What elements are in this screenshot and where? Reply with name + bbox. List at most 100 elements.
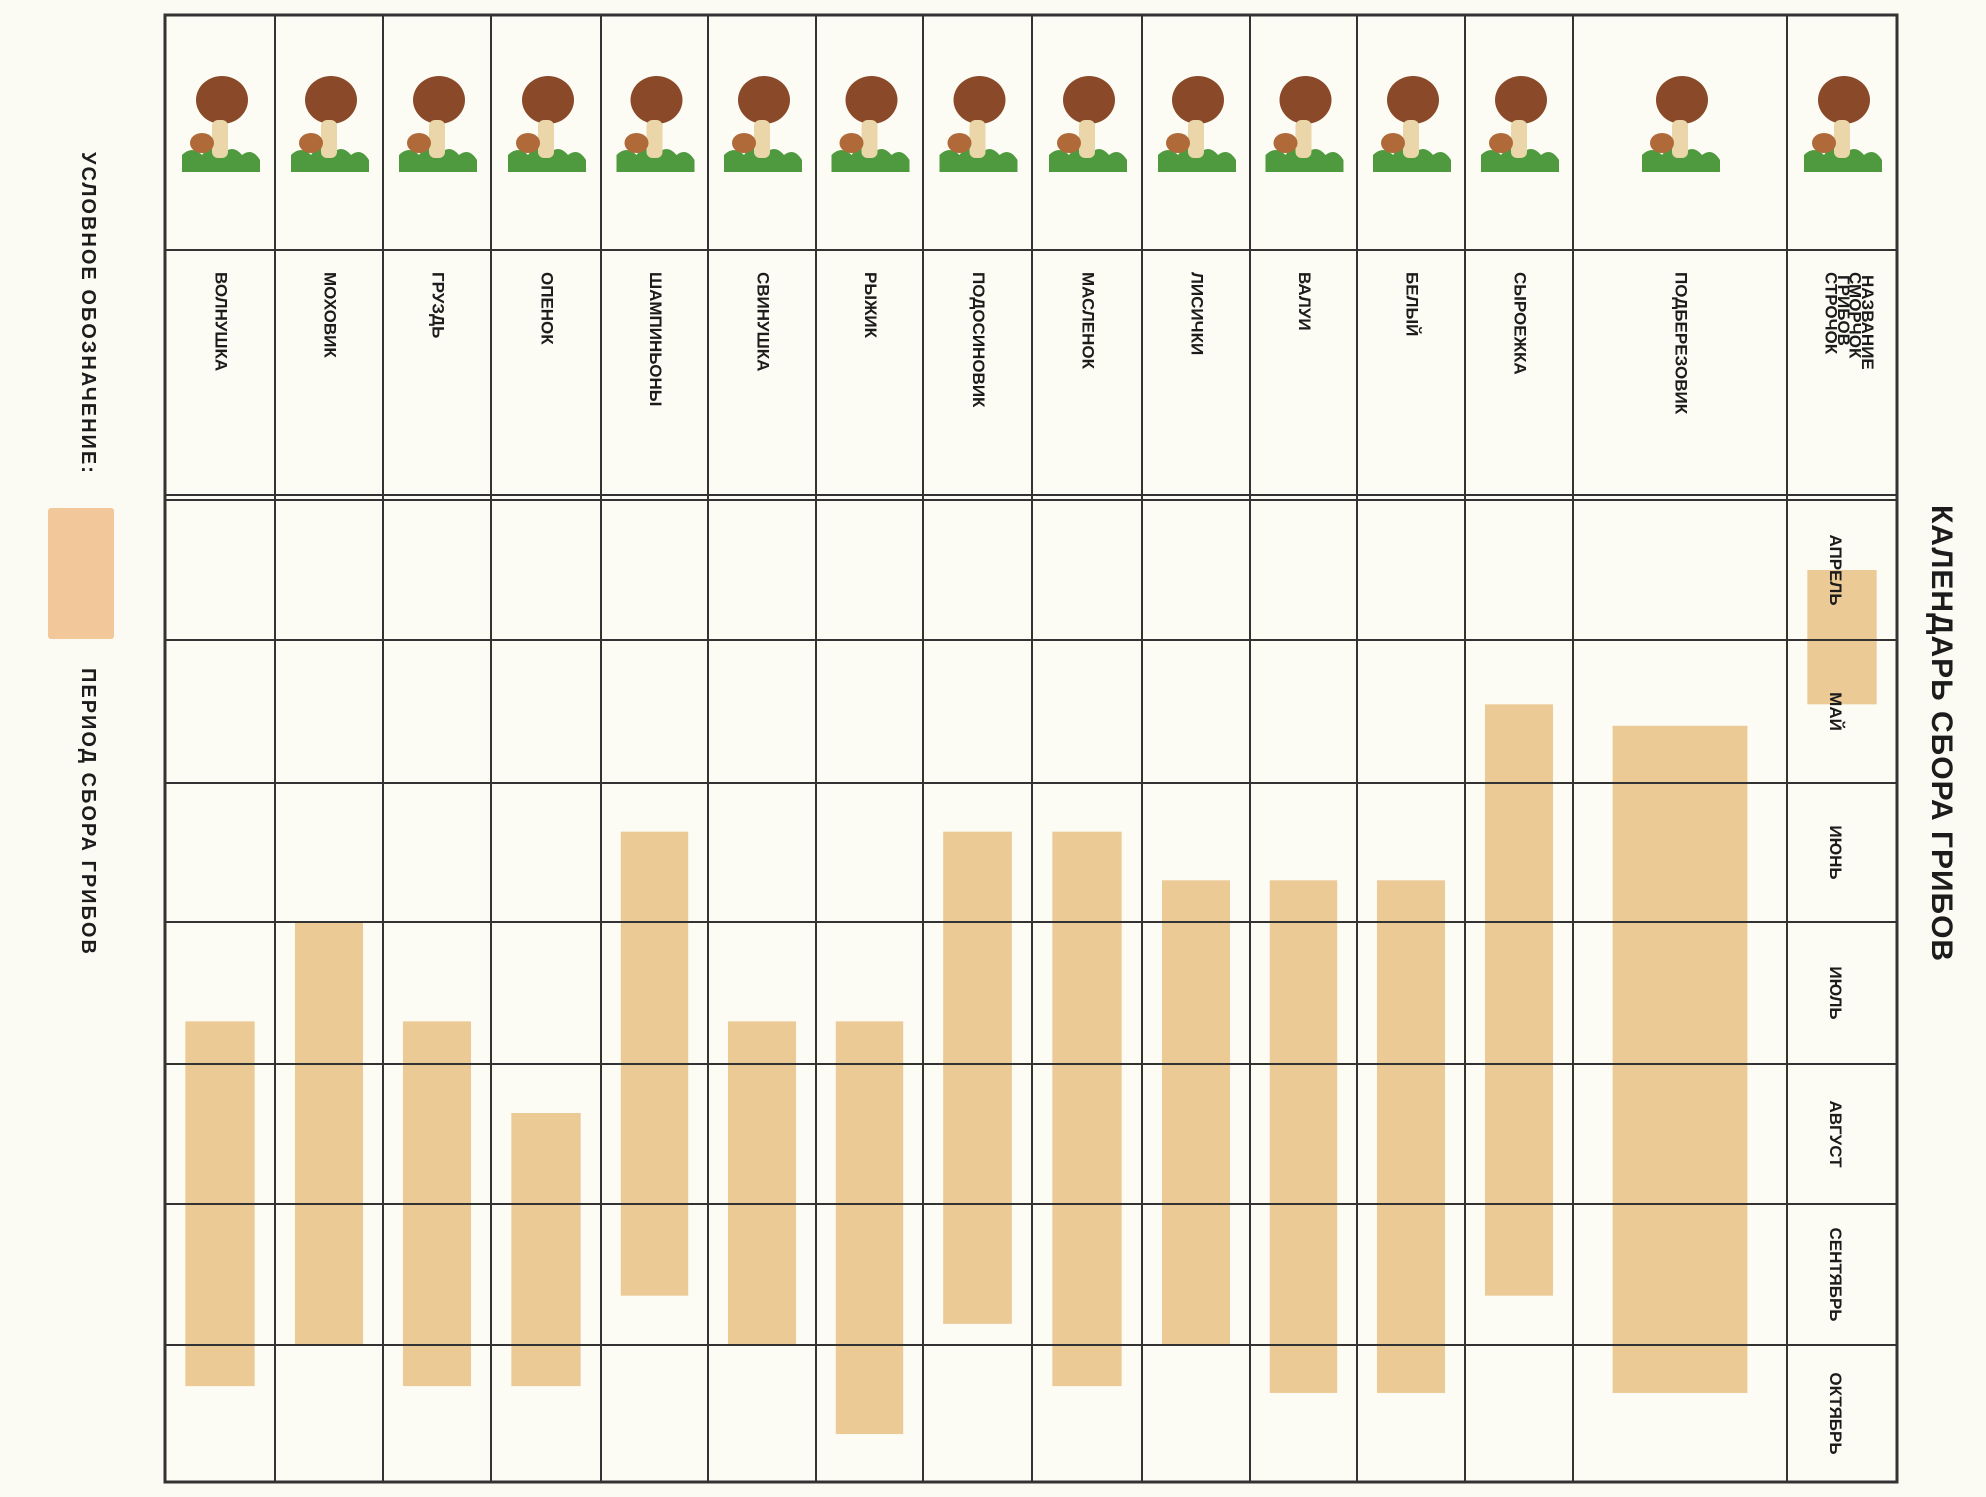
period-bar: [1052, 831, 1122, 1387]
stem-icon: [1834, 120, 1850, 158]
paxillus-icon: [724, 76, 802, 172]
period-bar: [294, 922, 364, 1345]
small-cap-icon: [299, 133, 323, 153]
grass-icon: [1642, 147, 1720, 172]
mushroom-name: БЕЛЫЙ: [1403, 272, 1422, 336]
small-cap-icon: [1166, 133, 1190, 153]
mushroom-name: СМОРЧОК: [1846, 272, 1865, 359]
period-bar: [511, 1113, 581, 1387]
cap-icon: [953, 76, 1006, 124]
grass-icon: [831, 147, 910, 172]
grass-icon: [182, 147, 260, 172]
period-bar: [1484, 704, 1554, 1296]
grass-icon: [1373, 147, 1451, 172]
champignon-icon: [616, 76, 695, 172]
grass-icon: [939, 147, 1018, 172]
cap-icon: [1495, 76, 1547, 124]
labels: АПРЕЛЬ МАЙ ИЮНЬ ИЮЛЬ АВГУСТ СЕНТЯБРЬ ОКТЯБРЬ НА…: [212, 272, 1877, 1455]
grass-icon: [1265, 147, 1344, 172]
grass-icon: [1049, 147, 1127, 172]
morel-icon: [1804, 76, 1882, 172]
stem-icon: [646, 120, 663, 158]
mushroom-name: ГРУЗДЬ: [429, 272, 448, 338]
cap-icon: [1279, 76, 1332, 124]
stem-icon: [969, 120, 986, 158]
stem-icon: [212, 120, 228, 158]
mushroom-name: МОХОВИК: [321, 272, 340, 358]
mushroom-name: СВИНУШКА: [754, 272, 773, 371]
month-header: ИЮЛЬ: [1826, 966, 1845, 1019]
stem-icon: [429, 120, 445, 158]
aspen-bolete-icon: [939, 76, 1018, 172]
mushroom-name: ПОДБЕРЕЗОВИК: [1672, 272, 1691, 415]
mushroom-name: ЛИСИЧКИ: [1188, 272, 1207, 355]
small-cap-icon: [1057, 133, 1081, 153]
stem-icon: [1672, 120, 1688, 158]
russula-icon: [1481, 76, 1559, 172]
small-cap-icon: [732, 133, 756, 153]
period-bar: [727, 1021, 797, 1345]
valui-icon: [1265, 76, 1344, 172]
grass-icon: [1481, 147, 1559, 172]
mushroom-name: ШАМПИНЬОНЫ: [646, 272, 665, 406]
stem-icon: [1295, 120, 1312, 158]
cap-icon: [1387, 76, 1439, 124]
period-bar: [1269, 880, 1338, 1393]
stem-icon: [1511, 120, 1527, 158]
grass-icon: [1804, 147, 1882, 172]
cap-icon: [522, 76, 574, 124]
small-cap-icon: [1273, 133, 1298, 153]
cap-icon: [1656, 76, 1708, 124]
cap-icon: [305, 76, 357, 124]
small-cap-icon: [839, 133, 864, 153]
cap-icon: [196, 76, 248, 124]
milk-cap-icon: [399, 76, 477, 172]
month-header: СЕНТЯБРЬ: [1826, 1227, 1845, 1321]
month-header: ИЮНЬ: [1826, 825, 1845, 879]
period-bar: [1161, 880, 1231, 1345]
saffron-milk-cap-icon: [831, 76, 910, 172]
stem-icon: [1079, 120, 1095, 158]
legend-swatch: [48, 508, 114, 639]
stem-icon: [1403, 120, 1419, 158]
small-cap-icon: [516, 133, 540, 153]
small-cap-icon: [1650, 133, 1674, 153]
suillus-icon: [1049, 76, 1127, 172]
small-cap-icon: [947, 133, 972, 153]
cap-icon: [1818, 76, 1870, 124]
month-header: ОКТЯБРЬ: [1826, 1372, 1845, 1454]
honey-fungus-icon: [508, 76, 586, 172]
cap-icon: [1063, 76, 1115, 124]
small-cap-icon: [624, 133, 649, 153]
period-bar: [1807, 570, 1877, 705]
stem-icon: [538, 120, 554, 158]
mushroom-name: СТРОЧОК: [1822, 272, 1841, 355]
mushroom-name: МАСЛЕНОК: [1079, 272, 1098, 370]
period-bars: [165, 570, 1897, 1435]
legend-item-label: ПЕРИОД СБОРА ГРИБОВ: [77, 668, 99, 956]
small-cap-icon: [1489, 133, 1513, 153]
header-label-line: ГРИБОВ: [1834, 275, 1853, 346]
grass-icon: [508, 147, 586, 172]
mushroom-icons: [182, 76, 1882, 172]
small-cap-icon: [1381, 133, 1405, 153]
month-header: МАЙ: [1826, 692, 1845, 731]
month-header: АВГУСТ: [1826, 1100, 1845, 1168]
mushroom-name: ПОДОСИНОВИК: [969, 272, 988, 408]
month-header: АПРЕЛЬ: [1826, 534, 1845, 605]
small-cap-icon: [407, 133, 431, 153]
stem-icon: [1188, 120, 1204, 158]
grass-icon: [399, 147, 477, 172]
period-bar: [1612, 725, 1748, 1393]
cap-icon: [630, 76, 683, 124]
grass-icon: [291, 147, 369, 172]
woolly-milkcap-icon: [182, 76, 260, 172]
cap-icon: [845, 76, 898, 124]
grass-icon: [1158, 147, 1236, 172]
cap-icon: [1172, 76, 1224, 124]
mushroom-name: ОПЕНОК: [538, 272, 557, 345]
porcini-icon: [1373, 76, 1451, 172]
mushroom-name: ВАЛУИ: [1295, 272, 1314, 331]
stem-icon: [321, 120, 337, 158]
grass-icon: [616, 147, 695, 172]
